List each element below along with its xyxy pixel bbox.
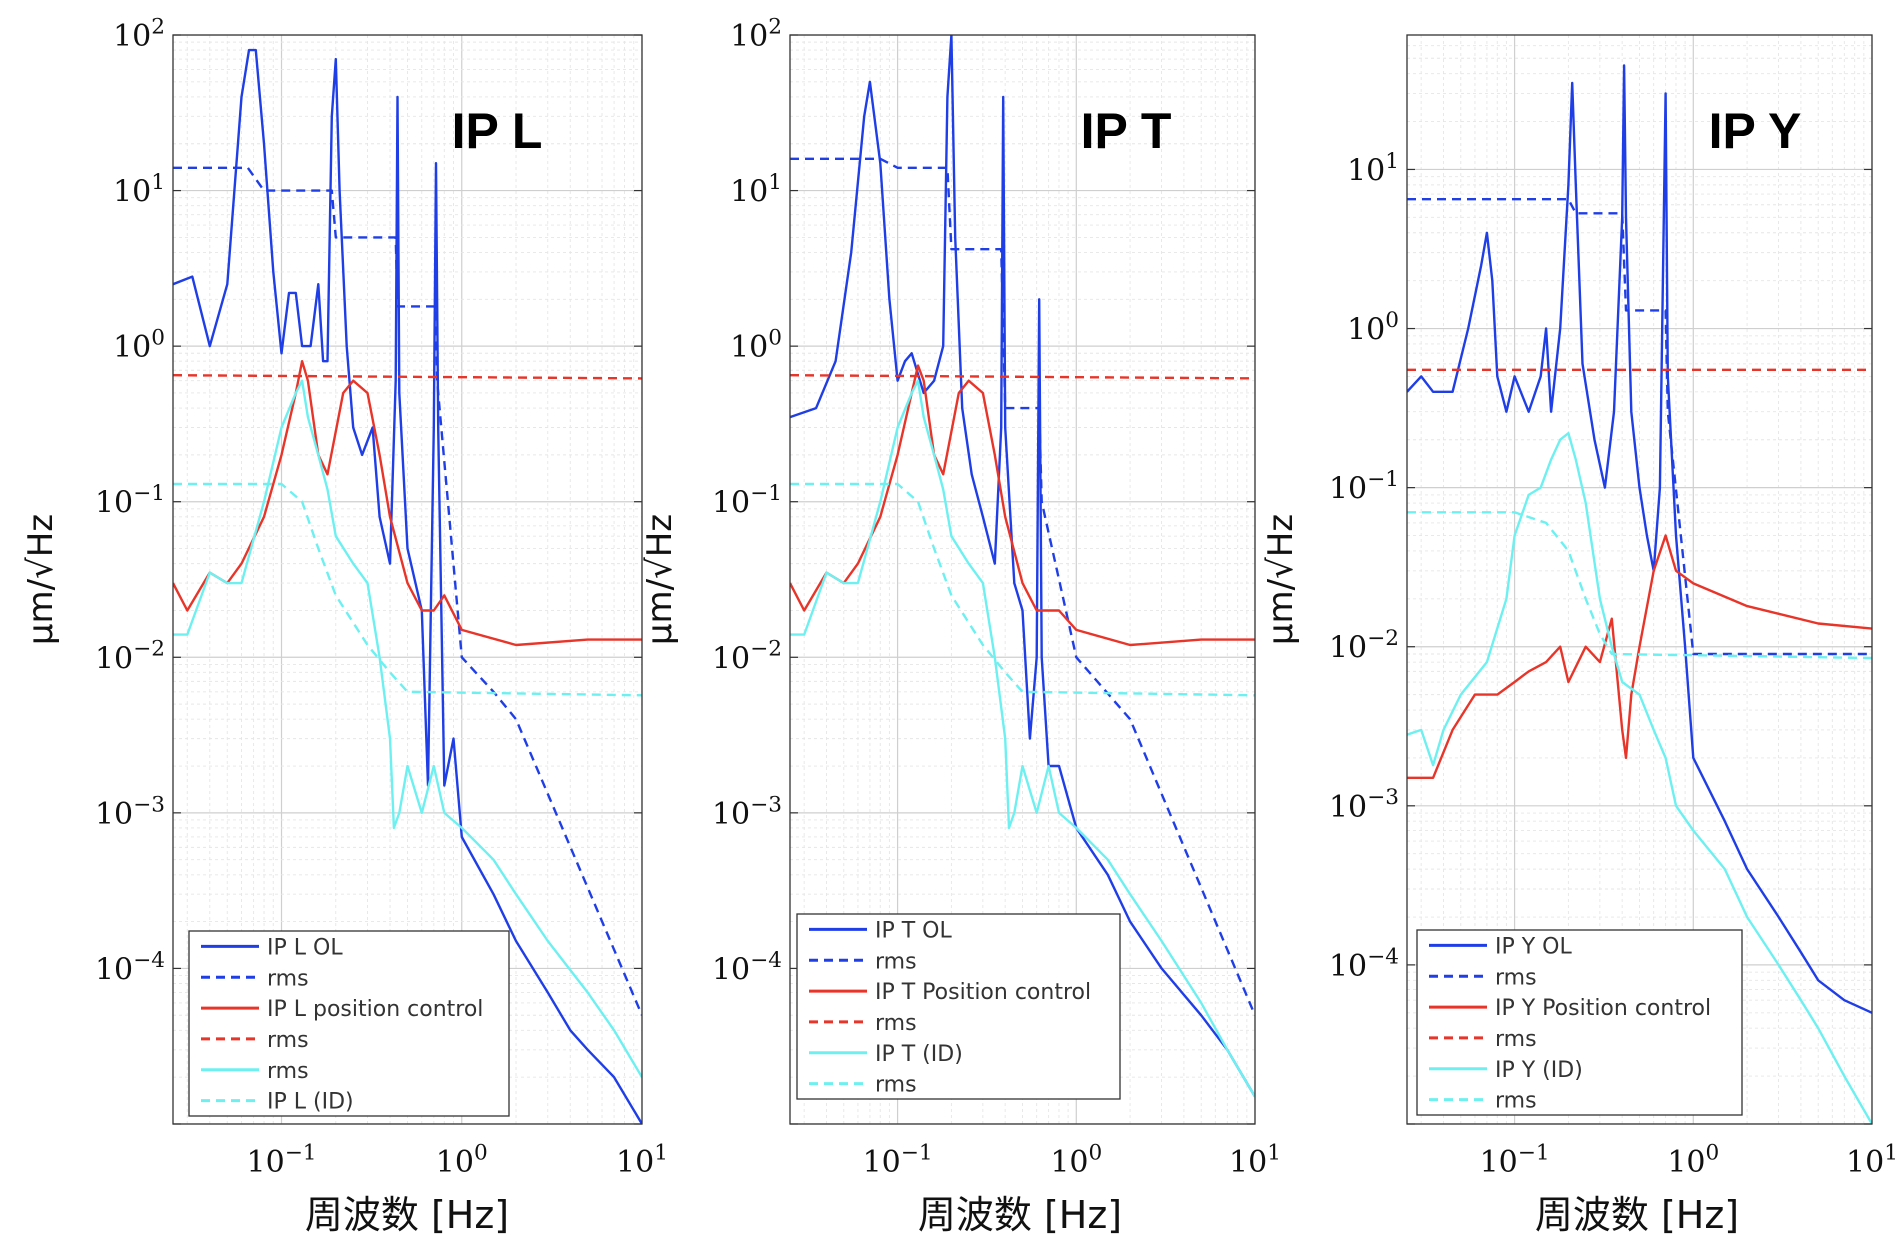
series-group [790,35,1255,1098]
x-tick-label-2: 100 [1667,1140,1719,1180]
axes-frame [1406,34,1873,1125]
y-tick-label-5: 100 [1347,308,1399,348]
x-tick-label-1: 10−1 [863,1140,933,1180]
y-axis-label: μm/√Hz [640,514,680,645]
legend-entry-1: IP T OL [875,918,952,943]
y-tick-label-1: 10−4 [95,948,165,988]
chart-panel-1: 10−1 100 101 10−4 10−3 10−2 10−1 100 101 102 周波数 [… [21,14,668,1237]
axes-frame [789,34,1256,1125]
legend-entry-2: rms [1495,965,1537,990]
y-tick-label-2: 10−3 [95,792,165,832]
x-tick-label-3: 101 [1229,1140,1281,1180]
legend-entry-3: IP T Position control [875,980,1091,1005]
y-tick-label-3: 10−2 [1329,626,1399,666]
x-tick-label-2: 100 [1050,1140,1102,1180]
y-tick-label-6: 101 [730,170,782,210]
legend: IP Y OL rms IP Y Position control rms IP Y (… [1416,929,1743,1116]
chart-title: IP Y [1709,103,1802,159]
y-tick-label-5: 100 [113,326,165,366]
legend-entry-1: IP Y OL [1495,934,1572,959]
legend-entry-6: rms [1495,1089,1537,1114]
y-tick-label-7: 102 [730,14,782,54]
legend-entry-1: IP L OL [267,935,343,960]
series-line-3 [790,364,1255,647]
legend-entry-2: rms [875,949,917,974]
x-tick-label-2: 100 [436,1140,488,1180]
series-line-1 [1407,64,1872,1014]
series-line-3 [1407,534,1872,779]
y-tick-label-2: 10−3 [712,792,782,832]
legend-entry-6: IP L (ID) [267,1090,354,1115]
y-tick-label-5: 100 [730,326,782,366]
chart-panel-2: 10−1 100 101 10−4 10−3 10−2 10−1 100 101 102 周波数 [… [640,14,1281,1237]
chart-title: IP L [452,103,543,159]
series-line-2 [790,157,1255,1016]
legend: IP T OL rms IP T Position control rms IP T (… [796,913,1121,1100]
y-tick-label-2: 10−3 [1329,785,1399,825]
series-line-5 [790,379,1255,1098]
series-line-5 [1407,432,1872,1124]
chart-panel-3: 10−1 100 101 10−4 10−3 10−2 10−1 100 101 周波数 [Hz]… [1261,34,1898,1237]
series-group [173,48,642,1124]
series-line-6 [790,482,1255,697]
y-axis-label: μm/√Hz [21,514,61,645]
legend-entry-6: rms [875,1073,917,1098]
series-line-1 [790,35,1255,1098]
series-line-6 [1407,511,1872,660]
series-line-4 [173,374,642,380]
series-line-4 [790,374,1255,380]
chart-title: IP T [1081,103,1172,159]
y-axis-label: μm/√Hz [1261,514,1301,645]
y-tick-label-4: 10−1 [1329,467,1399,507]
legend-entry-3: IP L position control [267,997,483,1022]
x-axis-label: 周波数 [Hz] [305,1193,509,1237]
legend-entry-4: rms [875,1011,917,1036]
y-tick-label-4: 10−1 [95,481,165,521]
y-tick-label-4: 10−1 [712,481,782,521]
x-tick-label-1: 10−1 [1480,1140,1550,1180]
series-line-5 [173,379,642,1078]
x-axis-label: 周波数 [Hz] [918,1193,1122,1237]
x-tick-label-3: 101 [1846,1140,1898,1180]
legend-entry-4: rms [267,1028,309,1053]
y-tick-label-7: 102 [113,14,165,54]
series-line-6 [173,482,642,697]
legend-entry-4: rms [1495,1027,1537,1052]
legend: IP L OL rms IP L position control rms rms IP … [188,930,510,1117]
legend-entry-5: IP Y (ID) [1495,1058,1583,1083]
x-tick-label-1: 10−1 [247,1140,317,1180]
legend-entry-5: IP T (ID) [875,1042,963,1067]
series-line-3 [173,360,642,647]
legend-entry-5: rms [267,1059,309,1084]
legend-entry-3: IP Y Position control [1495,996,1711,1021]
y-tick-label-1: 10−4 [1329,944,1399,984]
x-tick-label-3: 101 [616,1140,668,1180]
legend-entry-2: rms [267,966,309,991]
y-tick-label-1: 10−4 [712,948,782,988]
series-line-2 [173,166,642,1016]
series-line-2 [1407,198,1872,656]
series-line-1 [173,48,642,1124]
x-axis-label: 周波数 [Hz] [1535,1193,1739,1237]
y-tick-label-6: 101 [113,170,165,210]
y-tick-label-6: 101 [1347,149,1399,189]
axes-frame [172,34,643,1125]
series-group [1407,64,1872,1124]
y-tick-label-3: 10−2 [95,637,165,677]
y-tick-label-3: 10−2 [712,637,782,677]
